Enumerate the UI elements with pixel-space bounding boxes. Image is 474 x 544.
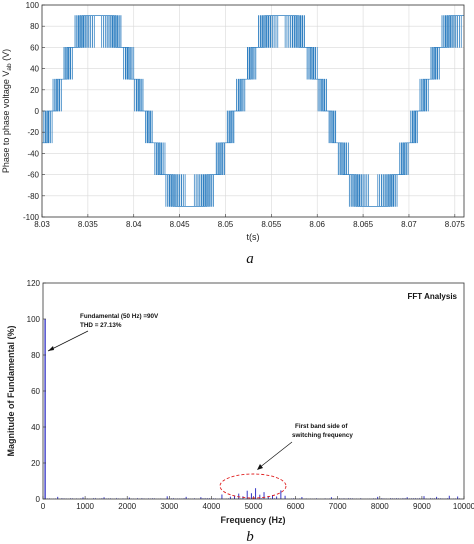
chart-b: 0 1000 2000 3000 4000 5000 6000 7000 8000 9000 100… [6, 279, 474, 544]
chart-b-x-tick-label: 4000 [203, 502, 221, 511]
chart-a-y-tick-label: -100 [23, 213, 40, 222]
chart-a-x-tick-label: 8.06 [309, 220, 325, 229]
chart-b-y-tick-label: 120 [27, 279, 41, 288]
chart-b-panel-label: b [246, 529, 254, 544]
chart-a-y-tick-label: 60 [30, 43, 39, 52]
chart-a-y-tick-label: -40 [27, 149, 39, 158]
chart-a-y-tick-label: 100 [26, 1, 40, 10]
chart-b-title: FFT Analysis [408, 292, 458, 301]
chart-a-y-tick-label: -20 [27, 128, 39, 137]
chart-b-x-tick-label: 0 [41, 502, 46, 511]
chart-b-x-label: Frequency (Hz) [220, 515, 285, 525]
fundamental-arrow [47, 330, 89, 352]
chart-a: 8.03 8.035 8.04 8.045 8.05 8.055 8.06 8.065 8.07… [1, 1, 465, 267]
chart-b-x-tick-label: 5000 [245, 502, 263, 511]
chart-b-x-tick-label: 3000 [160, 502, 178, 511]
chart-b-y-tick-label: 40 [31, 423, 40, 432]
chart-a-x-tick-label: 8.055 [261, 220, 282, 229]
chart-a-x-tick-label: 8.07 [401, 220, 417, 229]
chart-a-y-label: Phase to phase voltage Vab (V) [1, 49, 13, 173]
chart-a-x-tick-label: 8.045 [170, 220, 191, 229]
chart-a-y-tick-label: -80 [27, 192, 39, 201]
chart-b-y-tick-label: 60 [31, 387, 40, 396]
chart-a-x-tick-label: 8.04 [126, 220, 142, 229]
chart-b-x-tick-label: 10000 [453, 502, 474, 511]
band-arrow-head [257, 464, 263, 470]
band-annotation-line2: switching frequency [292, 432, 353, 439]
chart-a-x-tick-label: 8.03 [34, 220, 50, 229]
fundamental-arrow-head [48, 346, 54, 351]
chart-a-panel-label: a [246, 251, 254, 267]
chart-a-waveform-line [42, 15, 464, 207]
chart-b-x-tick-label: 6000 [287, 502, 305, 511]
fundamental-annotation-line1: Fundamental (50 Hz) =90V [80, 313, 159, 320]
chart-b-y-tick-label: 80 [31, 351, 40, 360]
chart-b-y-tick-label: 100 [27, 315, 41, 324]
chart-a-x-tick-label: 8.075 [445, 220, 466, 229]
chart-b-spectrum [44, 319, 463, 499]
chart-b-x-tick-label: 8000 [371, 502, 389, 511]
chart-a-x-label: t(s) [247, 232, 260, 242]
band-annotation-line1: First band side of [295, 423, 348, 430]
chart-a-x-tick-label: 8.05 [218, 220, 234, 229]
chart-b-x-tick-label: 9000 [413, 502, 431, 511]
band-arrow [258, 441, 293, 469]
fundamental-annotation-line2: THD = 27.13% [80, 322, 122, 329]
chart-b-x-tick-label: 2000 [118, 502, 136, 511]
chart-a-y-tick-label: 0 [35, 107, 40, 116]
band-highlight-ellipse [219, 473, 287, 499]
chart-a-waveform [42, 15, 464, 207]
chart-b-x-ticks: 0 1000 2000 3000 4000 5000 6000 7000 8000 9000 100… [41, 496, 474, 511]
chart-b-y-tick-label: 0 [36, 495, 41, 504]
chart-a-y-tick-label: 20 [30, 86, 39, 95]
chart-a-y-ticks: -100 -80 -60 -40 -20 0 20 40 60 80 100 [23, 1, 45, 222]
chart-b-y-tick-label: 20 [31, 459, 40, 468]
chart-b-x-tick-label: 7000 [329, 502, 347, 511]
chart-a-y-tick-label: -60 [27, 171, 39, 180]
chart-a-y-tick-label: 40 [30, 65, 39, 74]
chart-a-y-tick-label: 80 [30, 22, 39, 31]
chart-b-y-ticks: 0 20 40 60 80 100 120 [27, 279, 46, 504]
chart-a-x-tick-label: 8.065 [353, 220, 374, 229]
chart-a-x-ticks: 8.03 8.035 8.04 8.045 8.05 8.055 8.06 8.065 8.07… [34, 214, 465, 229]
chart-a-x-tick-label: 8.035 [78, 220, 99, 229]
chart-b-y-label: Magnitude of Fundamental (%) [6, 326, 16, 457]
chart-b-x-tick-label: 1000 [76, 502, 94, 511]
